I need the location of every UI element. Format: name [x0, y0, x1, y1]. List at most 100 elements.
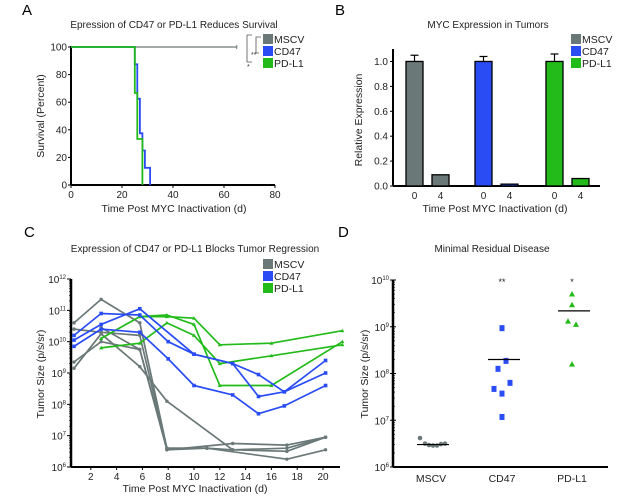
panel-c-series-mscv-4 — [73, 332, 326, 451]
panel-a-significance-pdl1: * — [247, 64, 250, 71]
panel-a-series-pd-l1 — [71, 46, 144, 185]
panel-c-point-pdl1 — [137, 341, 142, 345]
panel-d-ytick-label: 108 — [375, 370, 390, 381]
panel-c-point-pdl1 — [217, 342, 222, 347]
panel-b-ytick-label: 0.6 — [374, 107, 388, 118]
panel-d-scatter-chart: 106 107 108 109 1010 MSCV CD47 ** PD-L1 * — [371, 276, 608, 485]
panel-b-ytick-label: 0.2 — [374, 157, 388, 168]
panel-c-xtick-label: 4 — [114, 472, 120, 483]
panel-c-point-cd47 — [138, 306, 142, 311]
panel-letter-a: A — [22, 2, 32, 19]
panel-d-ylabel: Tumor Size (p/s/sr) — [359, 330, 371, 419]
panel-c-point-mscv — [231, 441, 235, 446]
panel-b-legend-swatch-pd-l1 — [571, 58, 581, 68]
panel-c-series-mscv-5 — [100, 326, 207, 450]
panel-c-point-mscv — [231, 448, 235, 452]
panel-b-xtick-label: 0 — [481, 191, 487, 202]
panel-c-point-pdl1 — [192, 316, 196, 320]
panel-d-point-mscv — [442, 441, 448, 446]
panel-d-point-pdl1 — [565, 318, 571, 324]
panel-letter-b: B — [335, 2, 345, 19]
panel-d-significance-pd-l1: * — [570, 277, 574, 287]
panel-a-xtick-label: 80 — [269, 190, 281, 201]
panel-c-xtick-label: 2 — [88, 472, 94, 483]
panel-c-point-cd47 — [138, 330, 142, 335]
panel-a-title: Epression of CD47 or PD-L1 Reduces Survi… — [70, 20, 277, 31]
panel-d-xtick-label-pd-l1: PD-L1 — [557, 473, 587, 485]
panel-c-point-mscv — [72, 327, 76, 331]
panel-c-legend-swatch-pd-l1 — [263, 283, 273, 293]
panel-a-xtick-label: 20 — [116, 190, 128, 201]
panel-b-bar-mscv-day4 — [431, 174, 450, 187]
panel-d-point-cd47 — [499, 413, 505, 420]
panel-b-legend-label-mscv: MSCV — [582, 34, 612, 46]
panel-a-legend-label-cd47: CD47 — [274, 46, 301, 58]
panel-a-ytick-label: 60 — [56, 98, 68, 109]
panel-c-point-mscv — [285, 457, 289, 461]
panel-c-point-pdl1 — [340, 339, 345, 344]
panel-c-point-pdl1 — [217, 383, 222, 388]
panel-b-xtick-label: 4 — [507, 191, 513, 202]
panel-c-point-pdl1 — [99, 345, 104, 350]
panel-d-point-pdl1 — [569, 291, 575, 297]
panel-d-point-cd47 — [491, 385, 497, 392]
panel-d-point-pdl1 — [569, 301, 575, 308]
panel-b-legend-label-pd-l1: PD-L1 — [582, 58, 612, 70]
panel-d-ytick-label: 107 — [375, 416, 390, 427]
panel-c-xtick-label: 16 — [266, 472, 278, 483]
panel-letter-c: C — [24, 224, 35, 241]
panel-c-point-cd47 — [230, 361, 235, 366]
panel-c-point-cd47 — [99, 327, 103, 331]
panel-c-point-cd47 — [166, 357, 170, 361]
panel-c-point-cd47 — [138, 313, 142, 317]
panel-c-point-mscv — [138, 333, 142, 338]
panel-c-series-pd-l1-3 — [139, 314, 343, 387]
panel-c-ytick-label: 108 — [52, 400, 67, 411]
panel-b-bar-cd47-day4 — [500, 183, 519, 187]
panel-a-ylabel: Survival (Percent) — [35, 74, 47, 157]
panel-c-point-pdl1 — [269, 383, 274, 388]
panel-c-point-mscv — [205, 446, 209, 450]
panel-a-legend-swatch-mscv — [263, 34, 273, 44]
panel-c-xtick-label: 6 — [140, 472, 146, 483]
panel-d-point-cd47 — [495, 365, 501, 372]
panel-c-point-pdl1 — [192, 322, 196, 326]
panel-c-ytick-label: 109 — [52, 369, 67, 380]
panel-b-xlabel: Time Post MYC Inactivation (d) — [423, 203, 568, 215]
panel-c-series-cd47-2 — [73, 307, 327, 393]
panel-c-point-cd47 — [256, 372, 261, 377]
panel-a-legend-swatch-cd47 — [263, 46, 273, 56]
panel-c-point-pdl1 — [340, 342, 345, 347]
panel-c-point-mscv — [138, 321, 142, 325]
panel-b-legend-swatch-mscv — [571, 34, 581, 44]
panel-c-point-cd47 — [72, 333, 76, 338]
panel-d-point-mscv — [434, 443, 440, 448]
panel-c-point-mscv — [323, 435, 328, 439]
panel-b-legend-label-cd47: CD47 — [582, 46, 609, 58]
panel-c-point-cd47 — [72, 344, 76, 349]
panel-c-legend-swatch-cd47 — [263, 271, 273, 281]
panel-c-point-pdl1 — [269, 341, 274, 345]
panel-a-xtick-label: 0 — [68, 190, 74, 201]
panel-d-xtick-label-cd47: CD47 — [489, 473, 516, 485]
panel-b-bar-pd-l1-day4 — [571, 177, 590, 187]
panel-a-ytick-label: 40 — [56, 125, 68, 136]
panel-d-point-cd47 — [499, 325, 505, 332]
panel-c-point-cd47 — [99, 311, 103, 316]
panel-c-legend-swatch-mscv — [263, 259, 273, 269]
panel-c-point-pdl1 — [217, 361, 222, 366]
panel-a-xtick-label: 40 — [167, 190, 179, 201]
panel-a-ytick-label: 100 — [50, 43, 67, 54]
panel-d-title: Minimal Residual Disease — [434, 244, 549, 255]
panel-c-legend-label-mscv: MSCV — [274, 259, 304, 271]
panel-c-point-cd47 — [282, 404, 287, 408]
panel-a-bracket-pdl1 — [246, 34, 252, 63]
panel-a-legend-swatch-pd-l1 — [263, 58, 273, 68]
panel-c-point-mscv — [285, 449, 289, 454]
panel-c-point-cd47 — [282, 390, 287, 394]
panel-c-legend-label-pd-l1: PD-L1 — [274, 283, 304, 295]
panel-c-ylabel: Tumor Size (p/s/sr) — [35, 330, 47, 419]
